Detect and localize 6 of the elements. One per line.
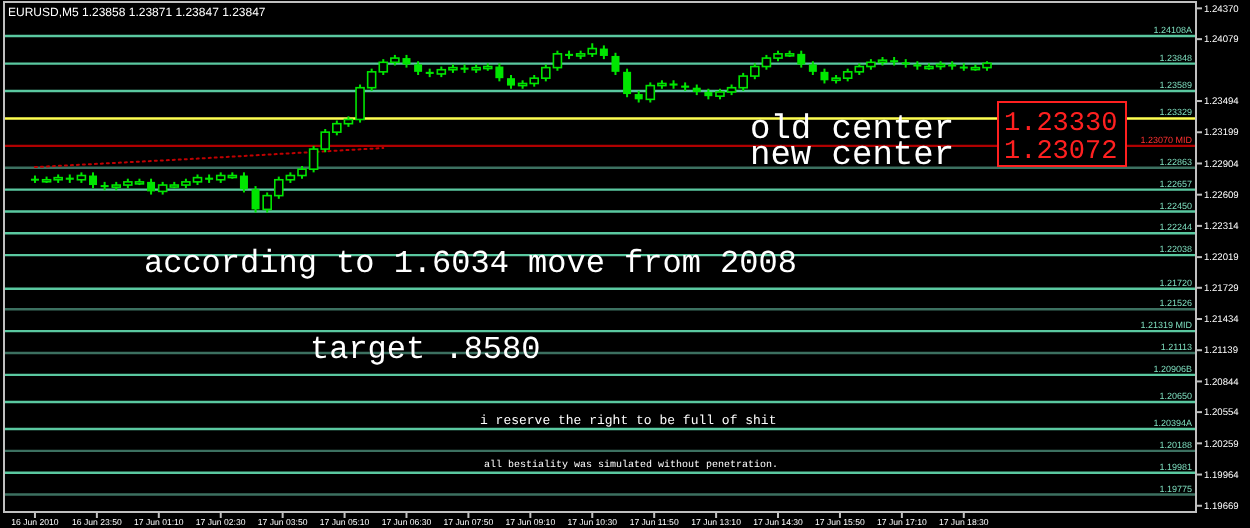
annotation: according to 1.6034 move from 2008 bbox=[144, 246, 797, 282]
candlestick bbox=[623, 67, 632, 99]
annotation: target .8580 bbox=[310, 332, 541, 368]
annotation: 1.23330 bbox=[1004, 110, 1118, 140]
candlestick bbox=[611, 51, 620, 77]
annotation: 1.23072 bbox=[1004, 138, 1118, 168]
